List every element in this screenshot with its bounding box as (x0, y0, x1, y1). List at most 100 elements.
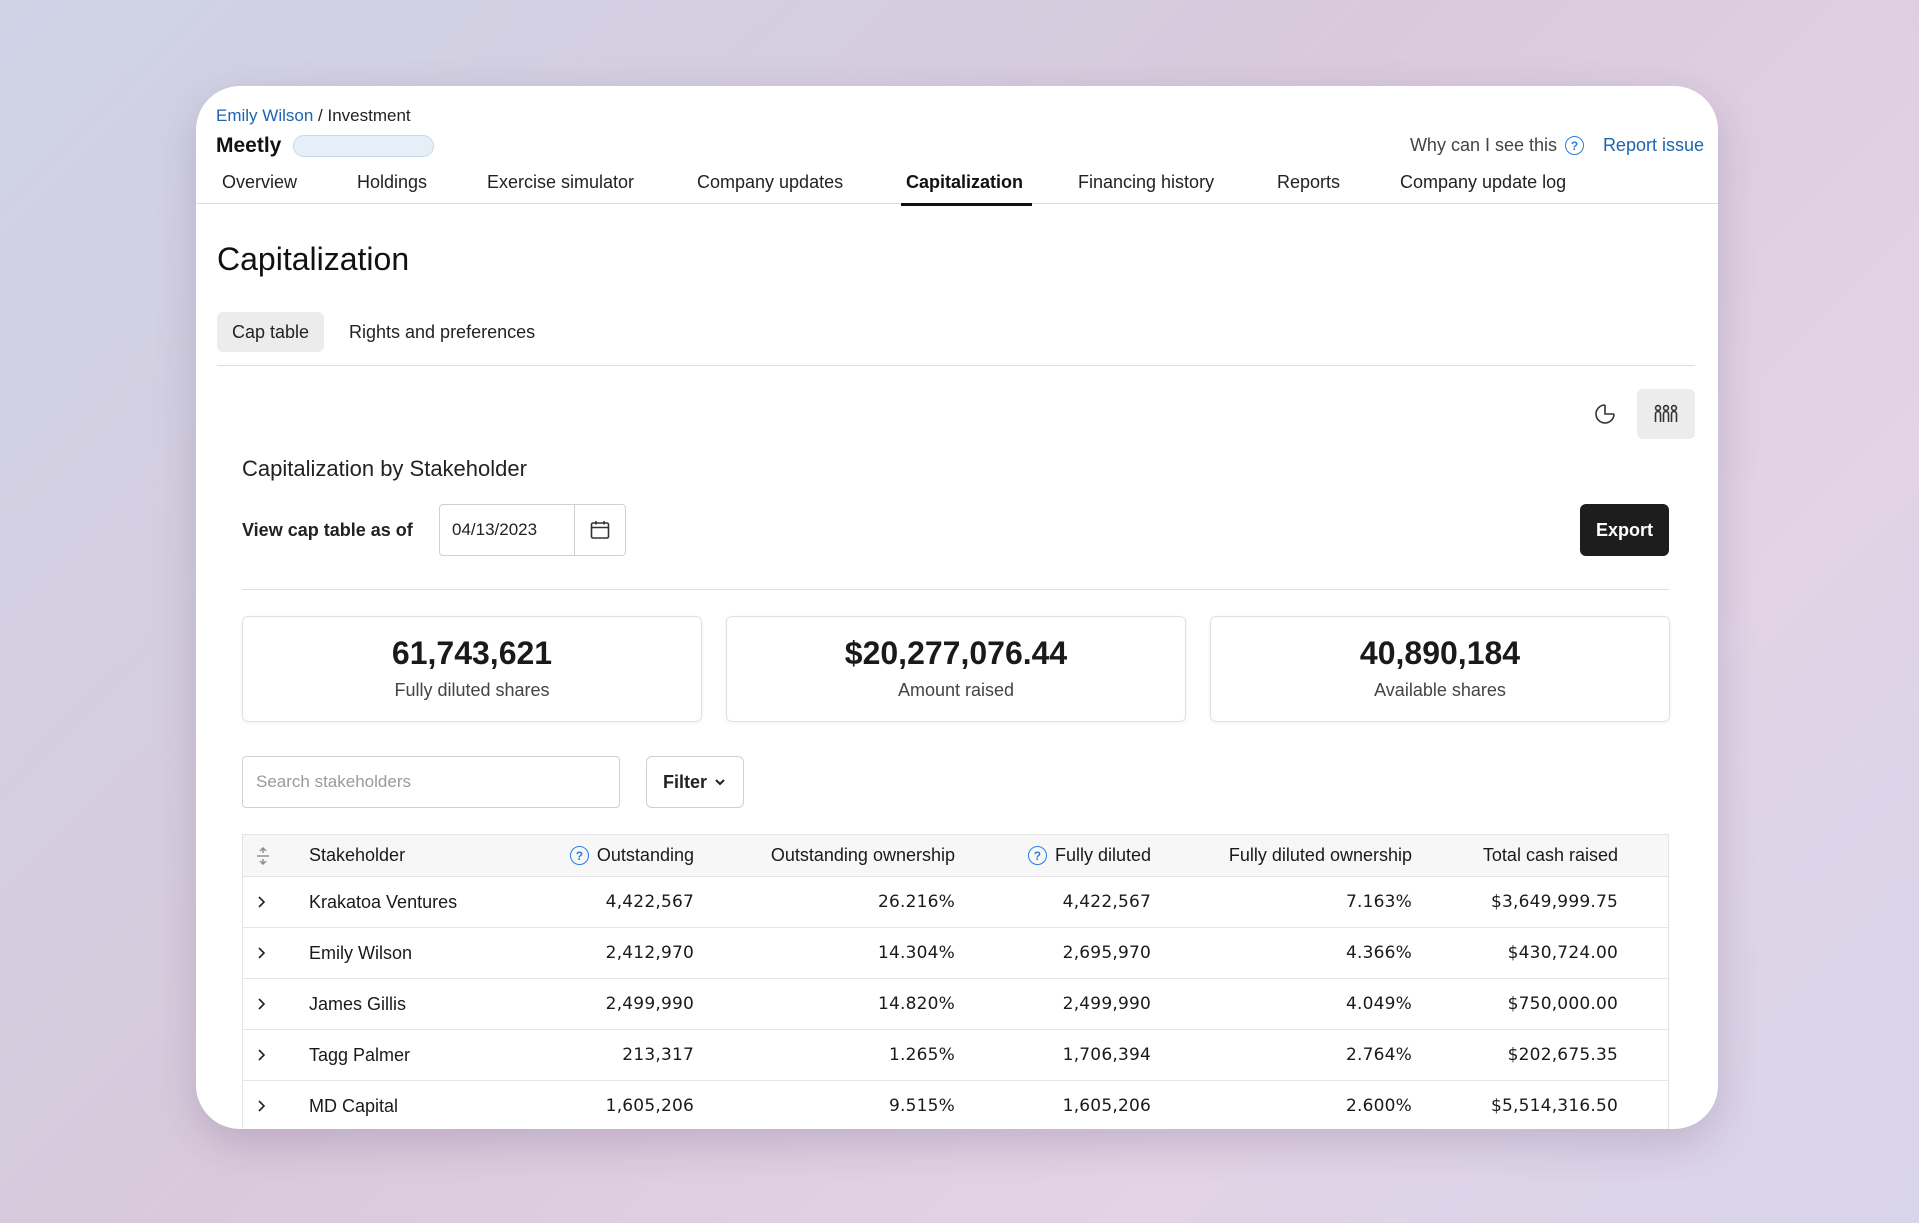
col-header-outstanding[interactable]: ? Outstanding (569, 835, 694, 876)
cell-fully-diluted-ownership: 7.163% (1345, 892, 1412, 912)
why-can-i-see-this[interactable]: Why can I see this ? (1410, 135, 1584, 156)
tab-company-updates[interactable]: Company updates (697, 172, 844, 192)
col-header-label: Outstanding (596, 845, 694, 865)
help-icon[interactable]: ? (1027, 846, 1047, 865)
cell-fully-diluted-ownership: 4.366% (1345, 943, 1412, 963)
date-picker[interactable]: 04/13/2023 (439, 504, 626, 556)
expand-row-button[interactable] (253, 979, 269, 1029)
pie-chart-icon (1595, 404, 1615, 424)
help-icon[interactable]: ? (1565, 136, 1584, 155)
cell-total-cash-raised: $5,514,316.50 (1491, 1096, 1618, 1116)
subtab-cap-table[interactable]: Cap table (217, 312, 325, 352)
section-title: Capitalization by Stakeholder (242, 456, 527, 481)
breadcrumb-separator: / (313, 106, 328, 125)
tab-company-update-log[interactable]: Company update log (1400, 172, 1567, 192)
why-text: Why can I see this (1409, 135, 1557, 155)
expand-row-button[interactable] (253, 928, 269, 978)
cell-stakeholder: Tagg Palmer (309, 1044, 411, 1065)
row-resize-handle[interactable] (255, 835, 271, 876)
cell-total-cash-raised: $3,649,999.75 (1491, 892, 1618, 912)
calendar-icon (590, 521, 610, 539)
table-row[interactable]: Krakatoa Ventures 4,422,567 26.216% 4,422,5… (243, 877, 1668, 928)
col-header-label: Fully diluted (1054, 845, 1151, 865)
cell-outstanding-ownership: 14.304% (877, 943, 955, 963)
table-header: Stakeholder ? Outstanding Outstanding own… (243, 835, 1668, 877)
app-window: Emily Wilson / Investment Meetly Why can… (196, 86, 1718, 1129)
filter-label: Filter (662, 771, 707, 792)
cell-outstanding-ownership: 26.216% (877, 892, 955, 912)
cell-total-cash-raised: $750,000.00 (1507, 994, 1618, 1014)
table-row[interactable]: James Gillis 2,499,990 14.820% 2,499,990 4.0… (243, 979, 1668, 1030)
table-body: Krakatoa Ventures 4,422,567 26.216% 4,422,5… (243, 877, 1668, 1129)
pie-chart-view-toggle[interactable] (1576, 389, 1634, 439)
breadcrumb: Emily Wilson / Investment (216, 106, 411, 126)
col-header-outstanding-ownership[interactable]: Outstanding ownership (770, 845, 955, 865)
cell-fully-diluted: 2,499,990 (1062, 994, 1151, 1014)
col-header-fully-diluted-ownership[interactable]: Fully diluted ownership (1228, 845, 1412, 865)
tab-reports[interactable]: Reports (1277, 172, 1341, 192)
chevron-right-icon (258, 1049, 266, 1061)
cell-outstanding-ownership: 14.820% (877, 994, 955, 1014)
expand-row-button[interactable] (253, 1030, 269, 1080)
as-of-label: View cap table as of (242, 520, 413, 540)
section-divider (242, 589, 1669, 590)
calendar-button[interactable] (575, 505, 625, 555)
chevron-right-icon (258, 1100, 266, 1112)
cell-outstanding: 1,605,206 (605, 1096, 694, 1116)
cell-outstanding: 2,499,990 (605, 994, 694, 1014)
breadcrumb-link-owner[interactable]: Emily Wilson (216, 106, 314, 125)
search-stakeholders-input[interactable] (242, 756, 620, 808)
company-name: Meetly (216, 134, 282, 157)
table-row[interactable]: MD Capital 1,605,206 9.515% 1,605,206 2.600%… (243, 1081, 1668, 1129)
company-header: Meetly (216, 134, 435, 158)
col-header-fully-diluted[interactable]: ? Fully diluted (1027, 835, 1151, 876)
cell-outstanding: 2,412,970 (605, 943, 694, 963)
people-icon (1654, 404, 1678, 422)
tab-overview[interactable]: Overview (222, 172, 298, 192)
expand-row-button[interactable] (253, 877, 269, 927)
cell-stakeholder: James Gillis (309, 993, 407, 1014)
page-title: Capitalization (217, 241, 410, 277)
table-row[interactable]: Emily Wilson 2,412,970 14.304% 2,695,970 4.3… (243, 928, 1668, 979)
cell-stakeholder: MD Capital (309, 1095, 399, 1116)
people-view-toggle[interactable] (1637, 389, 1695, 439)
table-row[interactable]: Tagg Palmer 213,317 1.265% 1,706,394 2.764% $… (243, 1030, 1668, 1081)
expand-collapse-all-icon (257, 846, 269, 865)
cap-table: Stakeholder ? Outstanding Outstanding own… (242, 834, 1669, 1129)
stat-label: Fully diluted shares (394, 680, 550, 700)
chevron-right-icon (258, 998, 266, 1010)
export-button[interactable]: Export (1580, 504, 1669, 556)
expand-row-button[interactable] (253, 1081, 269, 1129)
stat-value: 40,890,184 (1359, 635, 1521, 671)
cell-stakeholder: Emily Wilson (309, 942, 413, 963)
cell-fully-diluted: 1,605,206 (1062, 1096, 1151, 1116)
breadcrumb-current: Investment (327, 106, 411, 125)
cell-total-cash-raised: $430,724.00 (1507, 943, 1618, 963)
stat-card-amount-raised: $20,277,076.44 Amount raised (726, 616, 1186, 722)
subtab-rights-and-preferences[interactable]: Rights and preferences (349, 321, 536, 342)
filter-button[interactable]: Filter (646, 756, 744, 808)
col-header-total-cash-raised[interactable]: Total cash raised (1482, 845, 1618, 865)
cell-fully-diluted-ownership: 2.764% (1345, 1045, 1412, 1065)
chevron-down-icon (715, 779, 725, 786)
stat-value: $20,277,076.44 (844, 635, 1068, 671)
tab-financing-history[interactable]: Financing history (1078, 172, 1215, 192)
stat-card-fully-diluted: 61,743,621 Fully diluted shares (242, 616, 702, 722)
cell-stakeholder: Krakatoa Ventures (309, 891, 458, 912)
stat-value: 61,743,621 (391, 635, 553, 671)
cell-fully-diluted: 4,422,567 (1062, 892, 1151, 912)
date-input[interactable]: 04/13/2023 (440, 505, 575, 555)
tab-exercise-simulator[interactable]: Exercise simulator (487, 172, 635, 192)
cell-outstanding: 213,317 (622, 1045, 694, 1065)
cell-total-cash-raised: $202,675.35 (1507, 1045, 1618, 1065)
cell-fully-diluted: 2,695,970 (1062, 943, 1151, 963)
col-header-stakeholder[interactable]: Stakeholder (309, 845, 406, 865)
chevron-right-icon (258, 947, 266, 959)
help-icon[interactable]: ? (569, 846, 589, 865)
report-issue-link[interactable]: Report issue (1602, 135, 1704, 155)
tab-capitalization[interactable]: Capitalization (900, 172, 1033, 206)
stat-label: Amount raised (897, 680, 1015, 700)
tab-holdings[interactable]: Holdings (357, 172, 428, 192)
stat-card-available-shares: 40,890,184 Available shares (1210, 616, 1670, 722)
stat-label: Available shares (1374, 680, 1506, 700)
